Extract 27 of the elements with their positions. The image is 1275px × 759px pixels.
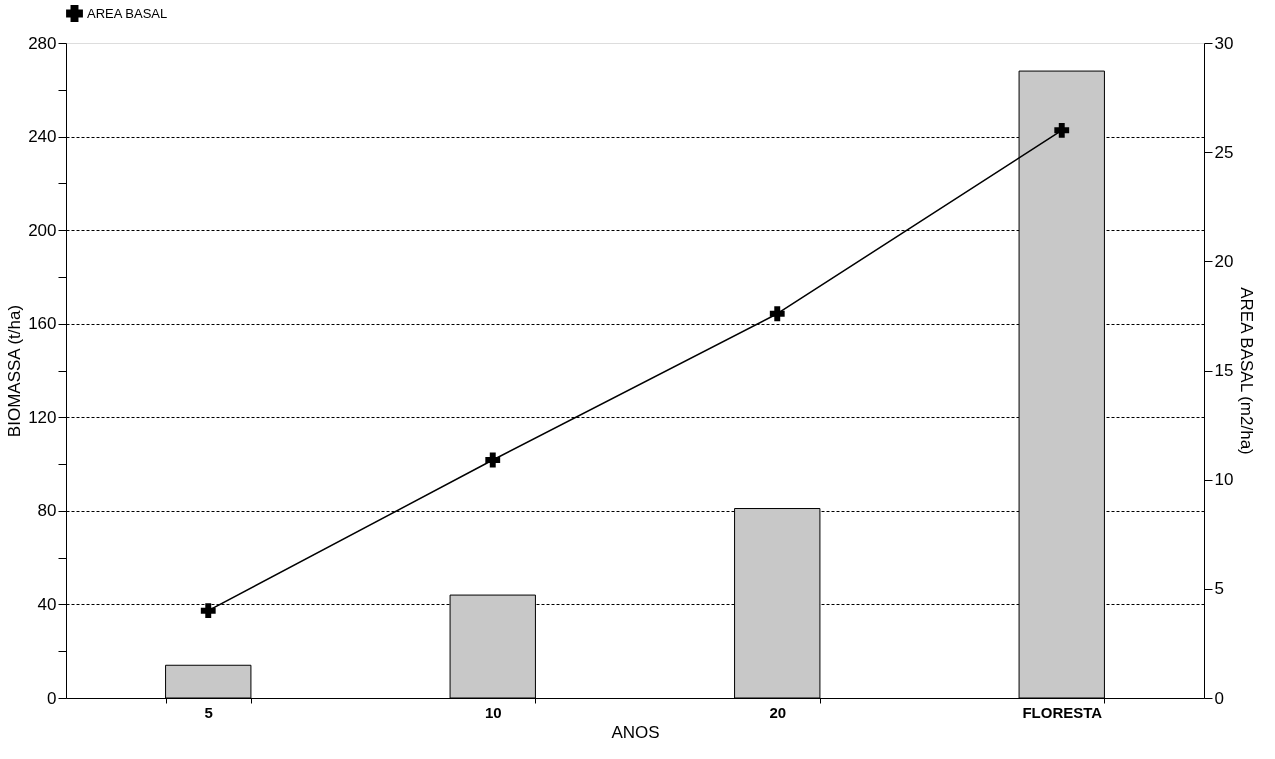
y-tick-label: 240 — [28, 127, 57, 147]
legend-label: AREA BASAL — [87, 5, 168, 21]
point — [1054, 122, 1070, 138]
y2-tick-label: 25 — [1214, 142, 1234, 162]
x-tick-label: FLORESTA — [1022, 703, 1103, 721]
y2-tick-label: 30 — [1214, 33, 1234, 53]
y2-tick-label: 10 — [1214, 470, 1234, 490]
y-axis-title: BIOMASSA (t/ha) — [5, 304, 25, 438]
y2-axis-title: AREA BASAL (m2/ha) — [1237, 287, 1257, 455]
y-tick-label: 40 — [37, 594, 57, 614]
y2-tick-label: 15 — [1214, 361, 1234, 380]
x-tick-label: 20 — [769, 703, 787, 721]
y2-tick-label: 0 — [1214, 688, 1224, 708]
x-tick-label: 5 — [204, 703, 213, 721]
y-tick-label: 120 — [28, 407, 57, 427]
point — [485, 452, 501, 468]
y-tick-label: 280 — [28, 33, 57, 53]
y2-tick-label: 20 — [1214, 251, 1234, 271]
x-tick-label: 10 — [484, 703, 502, 721]
point — [200, 603, 216, 619]
y-tick-label: 80 — [37, 501, 57, 521]
y2-tick-label: 5 — [1214, 579, 1224, 599]
point — [769, 306, 785, 322]
y-tick-label: 160 — [28, 314, 57, 334]
y-tick-label: 200 — [28, 220, 57, 240]
y-tick-label: 0 — [47, 688, 57, 708]
x-axis-title: ANOS — [611, 722, 660, 742]
